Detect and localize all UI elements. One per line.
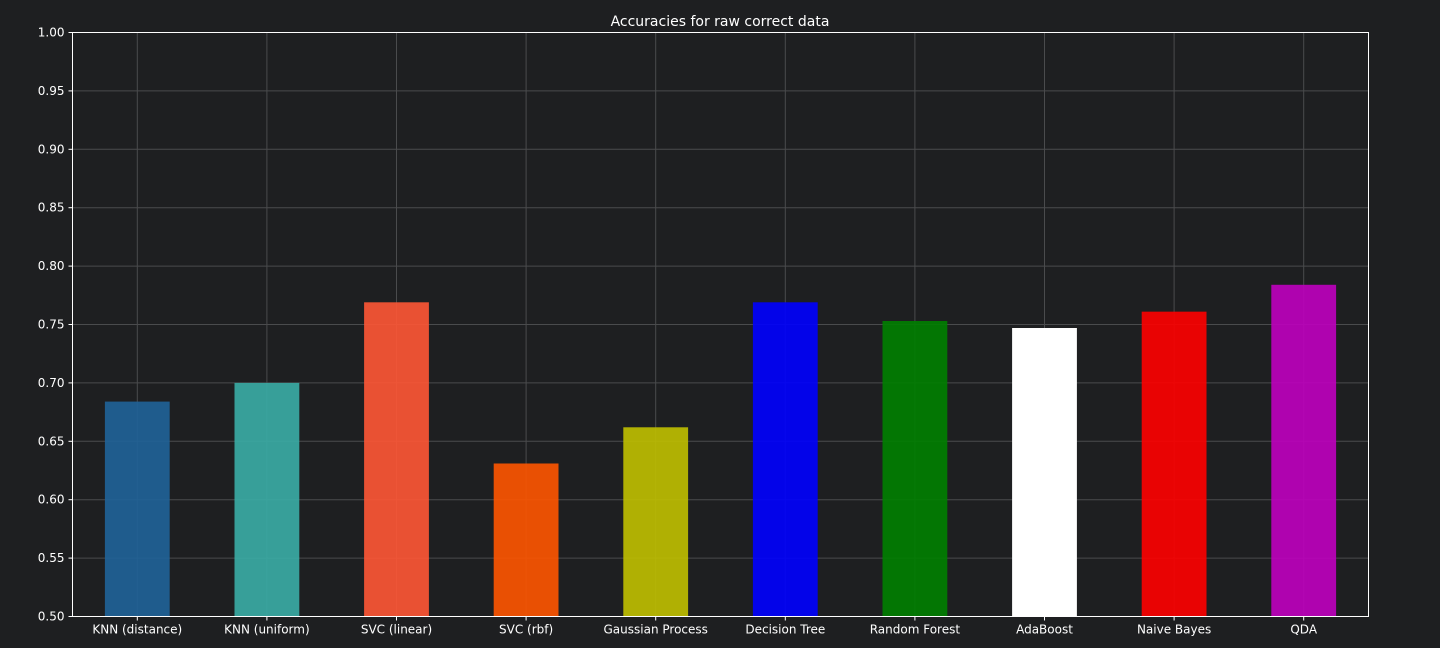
bar (1012, 328, 1077, 617)
bar (623, 427, 689, 617)
bars (104, 284, 1337, 617)
bar (752, 302, 818, 617)
bar (234, 382, 300, 617)
bar (364, 302, 429, 617)
x-tick-label: SVC (linear) (361, 623, 432, 637)
chart-title: Accuracies for raw correct data (611, 14, 830, 30)
bar (104, 401, 170, 617)
x-tick-label: KNN (distance) (92, 623, 182, 637)
y-tick-label: 0.60 (38, 493, 65, 507)
y-tick-label: 0.65 (38, 434, 65, 448)
y-tick-label: 0.50 (38, 610, 65, 624)
x-tick-label: Decision Tree (745, 623, 825, 637)
y-tick-label: 0.55 (38, 551, 65, 565)
x-tick-label: Random Forest (870, 623, 961, 637)
bar (493, 463, 559, 617)
y-axis-ticks: 0.50 0.55 0.60 0.65 0.70 0.75 0.80 0.85 0.90 0.95… (38, 26, 73, 624)
y-tick-label: 1.00 (38, 26, 65, 40)
x-tick-label: KNN (uniform) (224, 623, 310, 637)
x-tick-label: Naive Bayes (1137, 623, 1211, 637)
bar (882, 320, 948, 617)
x-tick-label: AdaBoost (1016, 623, 1073, 637)
x-tick-label: SVC (rbf) (499, 623, 553, 637)
y-tick-label: 0.75 (38, 318, 65, 332)
y-tick-label: 0.90 (38, 142, 65, 156)
plot-frame (72, 32, 1369, 617)
y-tick-label: 0.85 (38, 201, 65, 215)
x-tick-label: QDA (1290, 623, 1317, 637)
y-tick-label: 0.95 (38, 84, 65, 98)
y-tick-label: 0.70 (38, 376, 65, 390)
x-axis-ticks: KNN (distance) KNN (uniform) SVC (linear) S… (92, 616, 1318, 637)
bar (1271, 284, 1337, 617)
x-tick-label: Gaussian Process (604, 623, 708, 637)
bar (1141, 311, 1207, 617)
y-tick-label: 0.80 (38, 259, 65, 273)
